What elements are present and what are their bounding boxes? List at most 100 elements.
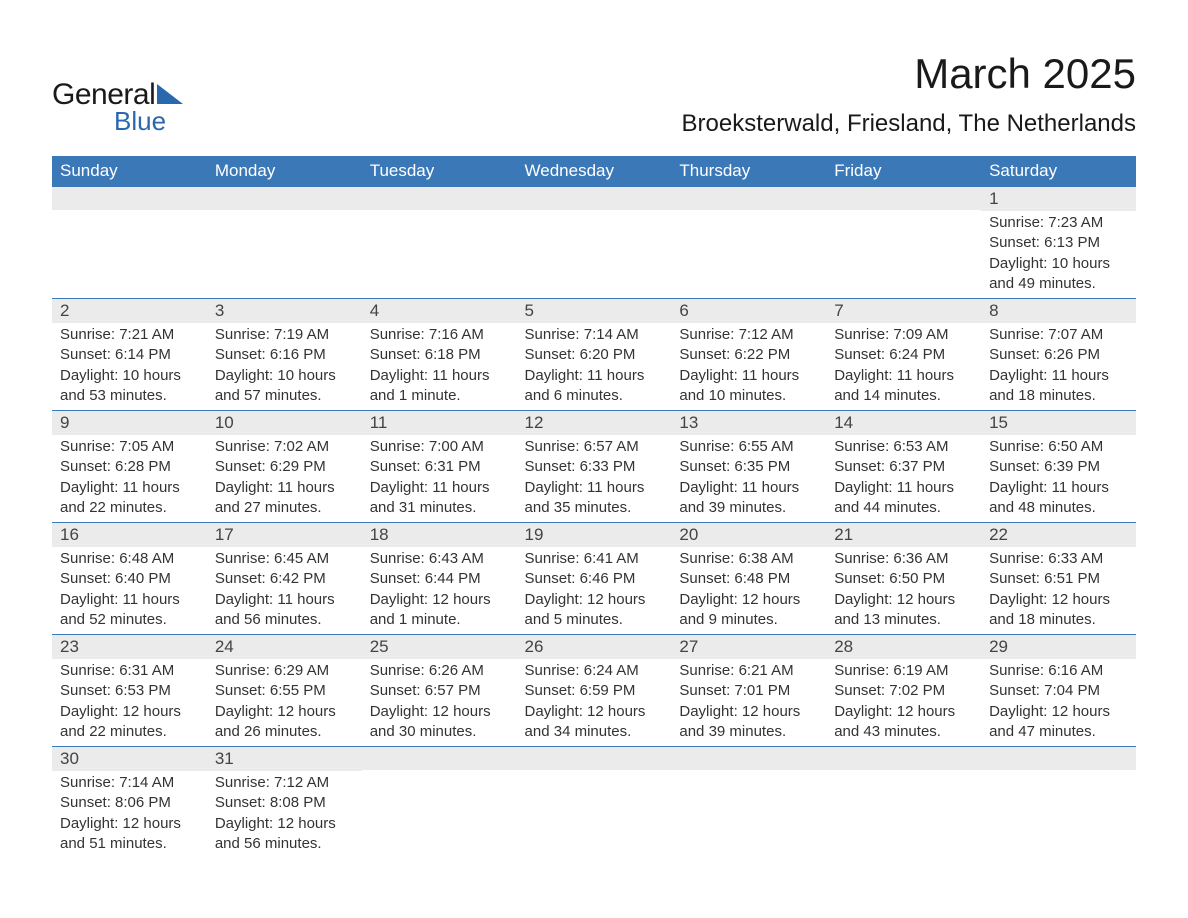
day-number-bar: 16: [52, 522, 207, 547]
sunrise-line: Sunrise: 6:29 AM: [215, 661, 354, 681]
day-number-bar: 6: [671, 298, 826, 323]
weekday-header: Tuesday: [362, 156, 517, 186]
daylight-line: Daylight: 12 hours and 51 minutes.: [60, 814, 199, 855]
day-body: Sunrise: 6:38 AMSunset: 6:48 PMDaylight:…: [671, 547, 826, 634]
daylight-line: Daylight: 11 hours and 27 minutes.: [215, 478, 354, 519]
daylight-line: Daylight: 12 hours and 22 minutes.: [60, 702, 199, 743]
daylight-line: Daylight: 11 hours and 22 minutes.: [60, 478, 199, 519]
calendar-week-row: 1Sunrise: 7:23 AMSunset: 6:13 PMDaylight…: [52, 186, 1136, 298]
daylight-line: Daylight: 11 hours and 39 minutes.: [679, 478, 818, 519]
calendar-day-cell: 29Sunrise: 6:16 AMSunset: 7:04 PMDayligh…: [981, 634, 1136, 746]
sunset-line: Sunset: 6:53 PM: [60, 681, 199, 701]
calendar-empty-cell: [207, 186, 362, 298]
calendar-empty-cell: [826, 746, 981, 858]
day-number-bar: 15: [981, 410, 1136, 435]
day-body: Sunrise: 7:05 AMSunset: 6:28 PMDaylight:…: [52, 435, 207, 522]
sunrise-line: Sunrise: 6:33 AM: [989, 549, 1128, 569]
day-number-bar: 10: [207, 410, 362, 435]
day-body: Sunrise: 7:19 AMSunset: 6:16 PMDaylight:…: [207, 323, 362, 410]
day-body: Sunrise: 6:24 AMSunset: 6:59 PMDaylight:…: [517, 659, 672, 746]
sunset-line: Sunset: 6:16 PM: [215, 345, 354, 365]
daylight-line: Daylight: 12 hours and 39 minutes.: [679, 702, 818, 743]
day-number-bar: [826, 186, 981, 210]
day-body: Sunrise: 7:21 AMSunset: 6:14 PMDaylight:…: [52, 323, 207, 410]
sunset-line: Sunset: 6:13 PM: [989, 233, 1128, 253]
day-body: [52, 210, 207, 290]
sunset-line: Sunset: 6:51 PM: [989, 569, 1128, 589]
sunset-line: Sunset: 6:35 PM: [679, 457, 818, 477]
calendar-week-row: 30Sunrise: 7:14 AMSunset: 8:06 PMDayligh…: [52, 746, 1136, 858]
calendar-empty-cell: [52, 186, 207, 298]
day-number-bar: 9: [52, 410, 207, 435]
calendar-empty-cell: [981, 746, 1136, 858]
day-body: Sunrise: 7:12 AMSunset: 8:08 PMDaylight:…: [207, 771, 362, 858]
sunrise-line: Sunrise: 6:21 AM: [679, 661, 818, 681]
day-body: [671, 210, 826, 290]
sunset-line: Sunset: 6:46 PM: [525, 569, 664, 589]
weekday-header: Friday: [826, 156, 981, 186]
calendar-day-cell: 7Sunrise: 7:09 AMSunset: 6:24 PMDaylight…: [826, 298, 981, 410]
sunset-line: Sunset: 6:28 PM: [60, 457, 199, 477]
day-number-bar: 8: [981, 298, 1136, 323]
daylight-line: Daylight: 12 hours and 30 minutes.: [370, 702, 509, 743]
sunrise-line: Sunrise: 6:55 AM: [679, 437, 818, 457]
sunset-line: Sunset: 6:39 PM: [989, 457, 1128, 477]
calendar-week-row: 9Sunrise: 7:05 AMSunset: 6:28 PMDaylight…: [52, 410, 1136, 522]
calendar-week-row: 23Sunrise: 6:31 AMSunset: 6:53 PMDayligh…: [52, 634, 1136, 746]
sunset-line: Sunset: 6:37 PM: [834, 457, 973, 477]
calendar-empty-cell: [362, 186, 517, 298]
daylight-line: Daylight: 11 hours and 14 minutes.: [834, 366, 973, 407]
sunrise-line: Sunrise: 7:00 AM: [370, 437, 509, 457]
weekday-header: Monday: [207, 156, 362, 186]
calendar-day-cell: 28Sunrise: 6:19 AMSunset: 7:02 PMDayligh…: [826, 634, 981, 746]
calendar-day-cell: 3Sunrise: 7:19 AMSunset: 6:16 PMDaylight…: [207, 298, 362, 410]
calendar-day-cell: 31Sunrise: 7:12 AMSunset: 8:08 PMDayligh…: [207, 746, 362, 858]
day-number-bar: 13: [671, 410, 826, 435]
day-number-bar: 25: [362, 634, 517, 659]
day-body: Sunrise: 6:57 AMSunset: 6:33 PMDaylight:…: [517, 435, 672, 522]
day-number-bar: 23: [52, 634, 207, 659]
day-number-bar: 11: [362, 410, 517, 435]
day-number-bar: [362, 746, 517, 770]
daylight-line: Daylight: 12 hours and 13 minutes.: [834, 590, 973, 631]
calendar-table: SundayMondayTuesdayWednesdayThursdayFrid…: [52, 156, 1136, 858]
day-body: Sunrise: 6:45 AMSunset: 6:42 PMDaylight:…: [207, 547, 362, 634]
header-row: General Blue March 2025 Broeksterwald, F…: [52, 50, 1136, 138]
day-body: Sunrise: 6:55 AMSunset: 6:35 PMDaylight:…: [671, 435, 826, 522]
daylight-line: Daylight: 12 hours and 9 minutes.: [679, 590, 818, 631]
day-number-bar: 2: [52, 298, 207, 323]
sunset-line: Sunset: 8:08 PM: [215, 793, 354, 813]
sunrise-line: Sunrise: 6:53 AM: [834, 437, 973, 457]
day-body: [362, 210, 517, 290]
sunrise-line: Sunrise: 6:43 AM: [370, 549, 509, 569]
day-number-bar: [826, 746, 981, 770]
sunrise-line: Sunrise: 7:14 AM: [525, 325, 664, 345]
day-number-bar: 12: [517, 410, 672, 435]
day-number-bar: 18: [362, 522, 517, 547]
day-number-bar: 24: [207, 634, 362, 659]
calendar-day-cell: 11Sunrise: 7:00 AMSunset: 6:31 PMDayligh…: [362, 410, 517, 522]
daylight-line: Daylight: 11 hours and 10 minutes.: [679, 366, 818, 407]
daylight-line: Daylight: 12 hours and 26 minutes.: [215, 702, 354, 743]
day-number-bar: 20: [671, 522, 826, 547]
day-number-bar: 22: [981, 522, 1136, 547]
day-number-bar: [207, 186, 362, 210]
day-body: [826, 770, 981, 850]
day-body: [362, 770, 517, 850]
calendar-day-cell: 18Sunrise: 6:43 AMSunset: 6:44 PMDayligh…: [362, 522, 517, 634]
sunrise-line: Sunrise: 6:41 AM: [525, 549, 664, 569]
sunrise-line: Sunrise: 7:19 AM: [215, 325, 354, 345]
sunrise-line: Sunrise: 7:21 AM: [60, 325, 199, 345]
calendar-day-cell: 12Sunrise: 6:57 AMSunset: 6:33 PMDayligh…: [517, 410, 672, 522]
calendar-day-cell: 9Sunrise: 7:05 AMSunset: 6:28 PMDaylight…: [52, 410, 207, 522]
daylight-line: Daylight: 11 hours and 1 minute.: [370, 366, 509, 407]
calendar-day-cell: 21Sunrise: 6:36 AMSunset: 6:50 PMDayligh…: [826, 522, 981, 634]
daylight-line: Daylight: 12 hours and 5 minutes.: [525, 590, 664, 631]
weekday-header: Thursday: [671, 156, 826, 186]
sunrise-line: Sunrise: 7:16 AM: [370, 325, 509, 345]
day-number-bar: 27: [671, 634, 826, 659]
sunrise-line: Sunrise: 7:09 AM: [834, 325, 973, 345]
day-body: Sunrise: 6:48 AMSunset: 6:40 PMDaylight:…: [52, 547, 207, 634]
daylight-line: Daylight: 10 hours and 57 minutes.: [215, 366, 354, 407]
sunrise-line: Sunrise: 7:12 AM: [215, 773, 354, 793]
